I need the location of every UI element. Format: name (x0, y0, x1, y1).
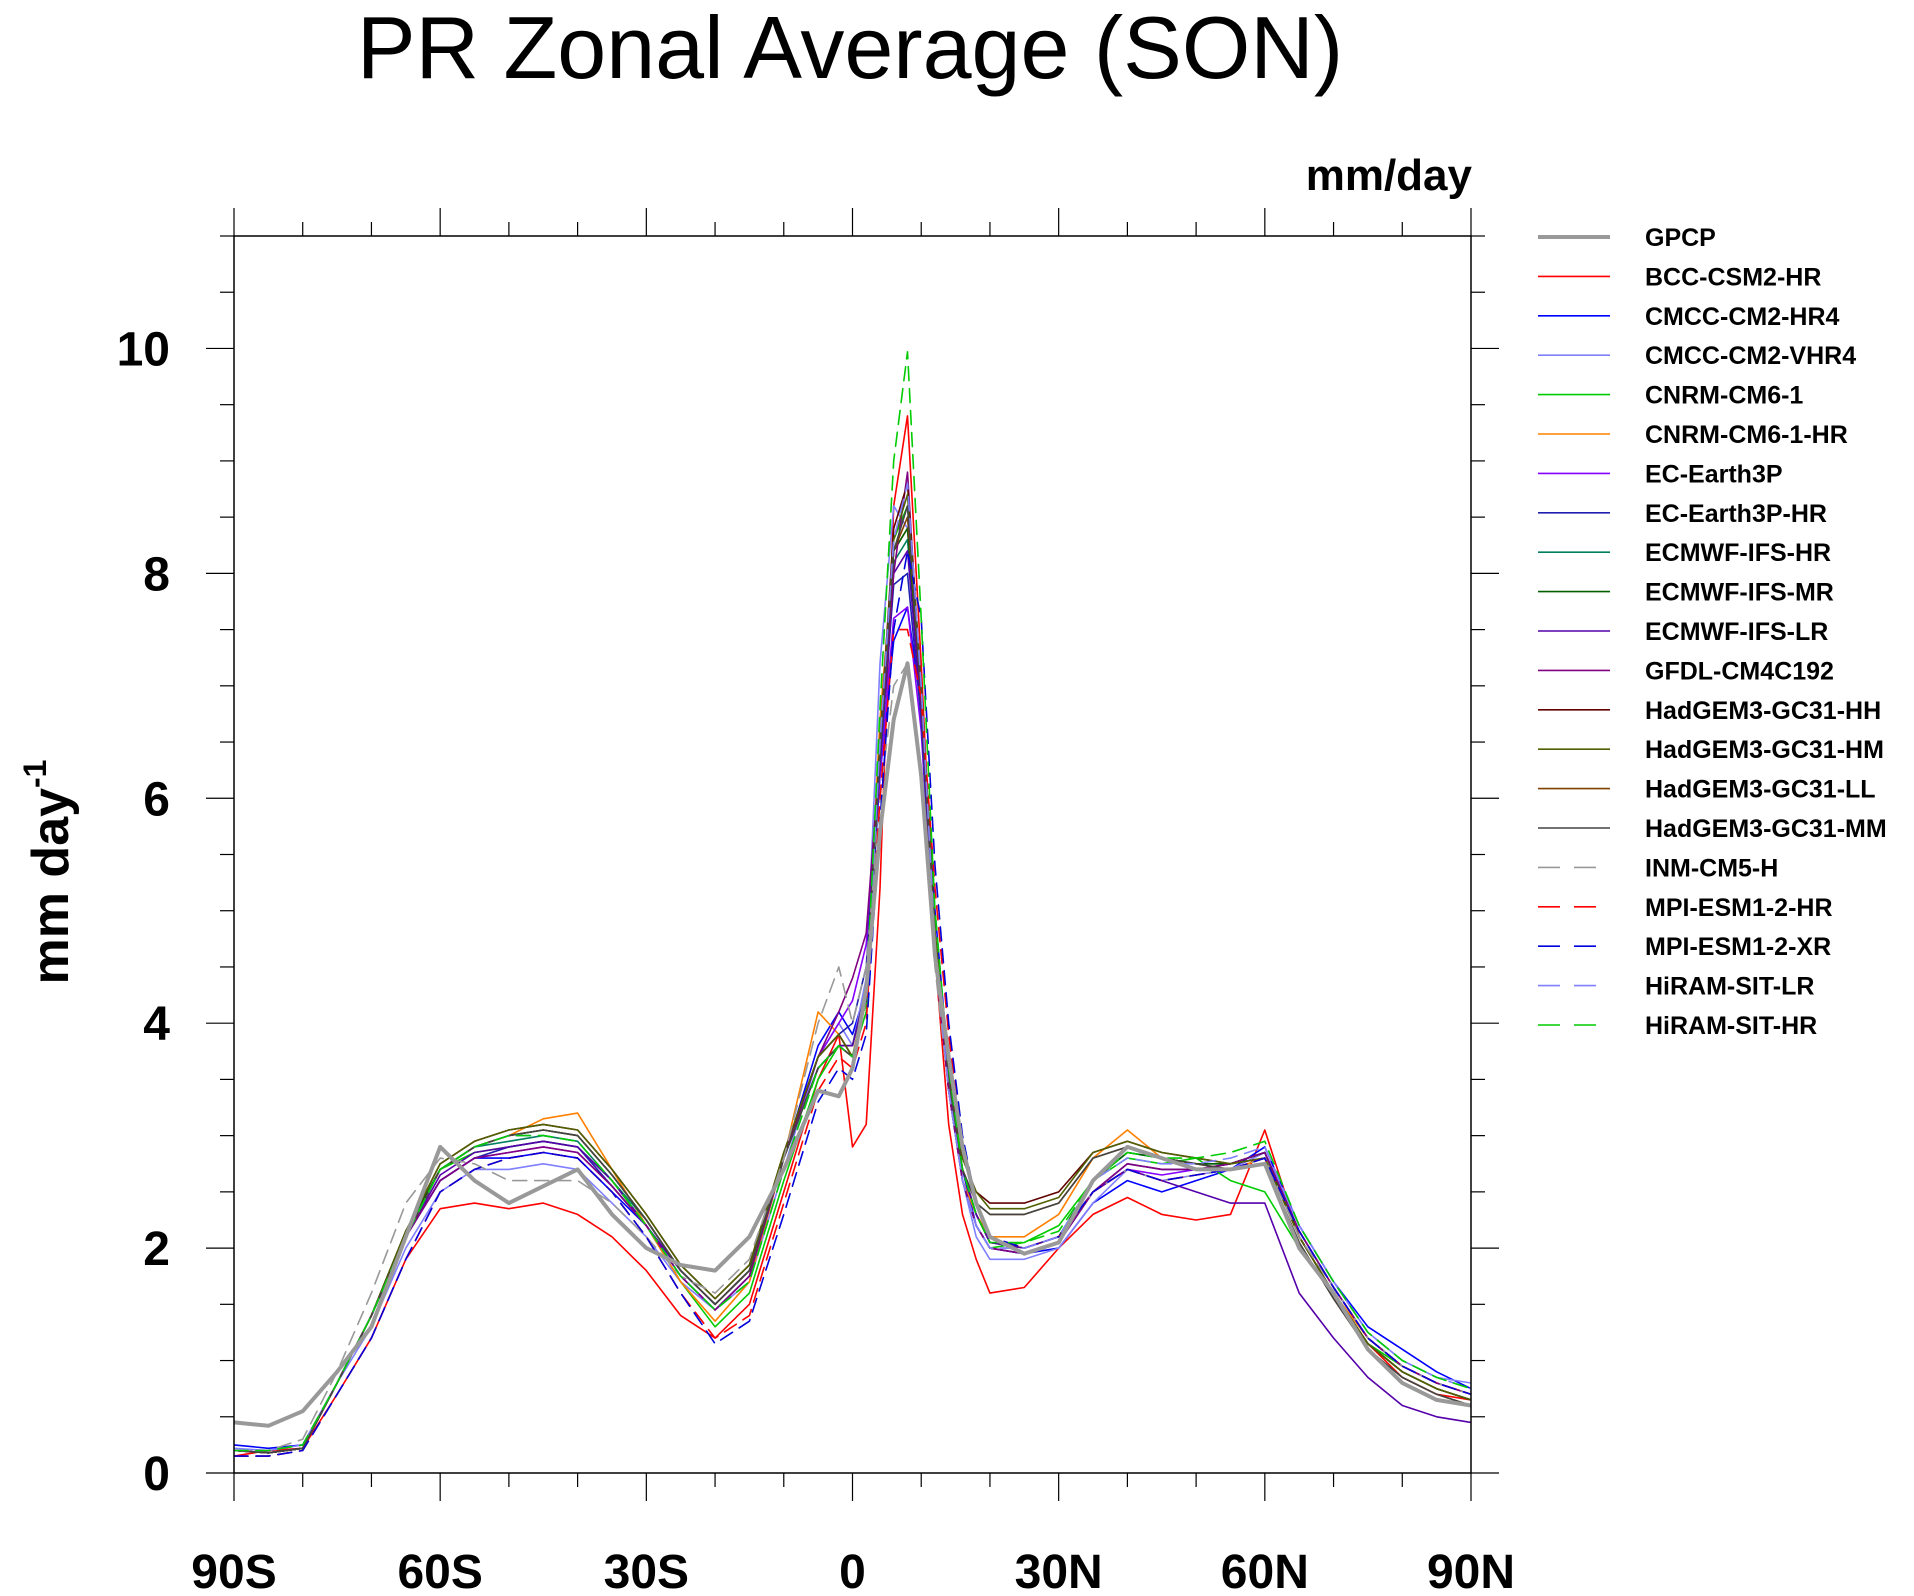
legend-label: HadGEM3-GC31-HH (1645, 697, 1881, 725)
series-line-gpcp (234, 661, 1471, 1428)
series-line-gfdl-cm4c192 (234, 471, 1471, 1454)
series-line-inm-cm5-h (234, 662, 1471, 1452)
x-tick-label: 60S (397, 1546, 482, 1596)
x-tick-label: 0 (839, 1546, 866, 1596)
legend-label: ECMWF-IFS-MR (1645, 579, 1834, 607)
y-tick-label: 10 (117, 323, 170, 376)
plot-area (234, 350, 1471, 1457)
y-tick-label: 6 (143, 773, 170, 826)
series-line-mpi-esm1-2-xr (234, 550, 1471, 1457)
series-line-hiram-sit-lr (234, 482, 1471, 1452)
legend-label: HadGEM3-GC31-MM (1645, 815, 1887, 843)
legend-label: INM-CM5-H (1645, 854, 1778, 882)
legend-label: MPI-ESM1-2-XR (1645, 933, 1831, 961)
x-tick-label: 60N (1221, 1546, 1309, 1596)
series-line-hadgem3-gc31-ll (234, 516, 1471, 1454)
y-tick-label: 2 (143, 1223, 170, 1276)
chart-title: PR Zonal Average (SON) (357, 0, 1343, 97)
legend-label: CNRM-CM6-1 (1645, 382, 1803, 410)
legend-label: GFDL-CM4C192 (1645, 657, 1834, 685)
y-tick-label: 8 (143, 548, 170, 601)
legend-label: HiRAM-SIT-HR (1645, 1012, 1817, 1040)
series-line-hiram-sit-hr (234, 350, 1471, 1452)
y-axis-label: mm day-1 (17, 760, 80, 985)
series-line-hadgem3-gc31-hm (234, 493, 1471, 1454)
legend-label: ECMWF-IFS-HR (1645, 539, 1831, 567)
legend-label: GPCP (1645, 224, 1716, 252)
series-line-ecmwf-ifs-mr (234, 527, 1471, 1454)
legend-label: HiRAM-SIT-LR (1645, 973, 1814, 1001)
axes: 0 2 4 6 8 10 90S 60S 30S 0 30N 60N 90N (117, 208, 1515, 1596)
x-tick-label: 30N (1015, 1546, 1103, 1596)
series-line-ec-earth3p-hr (234, 572, 1471, 1454)
x-tick-label: 90S (191, 1546, 276, 1596)
units-label: mm/day (1306, 151, 1473, 200)
series-line-bcc-csm2-hr (234, 415, 1471, 1457)
series-line-ec-earth3p (234, 606, 1471, 1454)
y-axis-label-main: mm day (22, 788, 80, 985)
x-tick-label: 90N (1427, 1546, 1515, 1596)
series-line-cnrm-cm6-1-hr (234, 527, 1471, 1454)
legend-label: HadGEM3-GC31-LL (1645, 776, 1876, 804)
legend-label: CNRM-CM6-1-HR (1645, 421, 1848, 449)
plot-frame (233, 235, 1472, 1474)
series-line-cmcc-cm2-hr4 (234, 606, 1471, 1450)
y-tick-label: 0 (143, 1448, 170, 1501)
legend-label: BCC-CSM2-HR (1645, 263, 1821, 291)
legend: GPCP BCC-CSM2-HR CMCC-CM2-HR4 CMCC-CM2-VHR4… (1538, 224, 1887, 1040)
series-line-ecmwf-ifs-hr (234, 538, 1471, 1454)
series-group (234, 350, 1471, 1457)
legend-label: EC-Earth3P (1645, 460, 1783, 488)
svg-text:mm day-1: mm day-1 (17, 760, 80, 985)
legend-label: HadGEM3-GC31-HM (1645, 736, 1884, 764)
series-line-hadgem3-gc31-hh (234, 482, 1471, 1454)
x-tick-label: 30S (604, 1546, 689, 1596)
y-tick-label: 4 (143, 998, 170, 1051)
legend-label: EC-Earth3P-HR (1645, 500, 1827, 528)
legend-label: ECMWF-IFS-LR (1645, 618, 1828, 646)
y-axis-label-exponent: -1 (17, 760, 53, 788)
legend-label: MPI-ESM1-2-HR (1645, 894, 1833, 922)
legend-label: CMCC-CM2-VHR4 (1645, 342, 1856, 370)
legend-label: CMCC-CM2-HR4 (1645, 303, 1840, 331)
